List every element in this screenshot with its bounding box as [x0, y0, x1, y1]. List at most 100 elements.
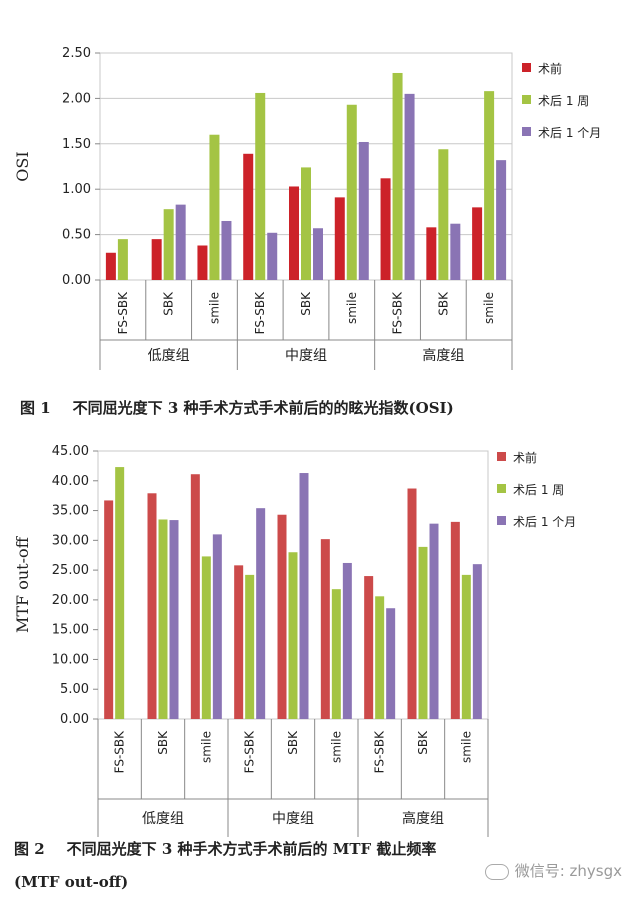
category-label: SBK: [286, 730, 300, 755]
bar: [320, 539, 330, 719]
bar: [288, 552, 298, 719]
y-axis-label: MTF out-off: [13, 535, 32, 633]
figure-2-caption-line2: (MTF out-off): [14, 873, 129, 891]
bar: [404, 93, 415, 280]
bar: [313, 228, 323, 280]
bar: [358, 141, 369, 280]
bar: [105, 252, 116, 280]
category-label: smile: [345, 292, 359, 324]
mtf-chart: 0.00 5.00 10.00 15.00 20.00 25.00 30.00 35.00 40…: [13, 444, 576, 837]
bar: [243, 153, 254, 280]
y-tick-label: 25.00: [52, 563, 89, 578]
bar: [169, 520, 179, 719]
y-tick-label: 0.00: [62, 273, 91, 288]
bar: [175, 204, 186, 280]
legend-swatch: [497, 516, 506, 525]
category-label: smile: [459, 731, 473, 763]
legend-swatch: [497, 452, 506, 461]
category-label: SBK: [416, 730, 430, 755]
y-tick-label: 35.00: [52, 504, 89, 519]
bar: [267, 232, 278, 280]
category-label: FS-SBK: [113, 730, 127, 773]
category-label: FS-SBK: [253, 291, 267, 334]
bar: [375, 596, 385, 719]
bar: [190, 474, 200, 719]
group-label: 高度组: [422, 347, 464, 364]
category-label: smile: [482, 292, 496, 324]
bar: [234, 565, 244, 719]
legend-label: 术后 1 周: [538, 94, 589, 108]
bar: [426, 227, 437, 280]
bar: [392, 72, 403, 280]
y-tick-label: 1.50: [62, 137, 91, 152]
bar: [407, 488, 417, 719]
bar: [163, 209, 174, 280]
bar: [201, 556, 211, 719]
legend-swatch: [522, 95, 531, 104]
bar: [245, 574, 255, 719]
watermark-text: 微信号: zhysgx: [514, 862, 622, 880]
bar: [117, 239, 128, 280]
bar: [496, 160, 507, 280]
group-label: 低度组: [148, 348, 190, 364]
bar: [450, 521, 460, 719]
wechat-icon: [484, 863, 509, 880]
category-label: FS-SBK: [243, 730, 257, 773]
bar: [450, 223, 461, 280]
category-label: FS-SBK: [373, 730, 387, 773]
bar: [104, 500, 114, 719]
category-label: SBK: [156, 730, 170, 755]
figure-2-number: 图 2: [14, 840, 45, 858]
bar: [429, 523, 439, 719]
y-tick-label: 30.00: [52, 533, 89, 548]
y-tick-label: 0.50: [62, 228, 91, 243]
bar: [255, 92, 266, 281]
bar: [461, 574, 471, 719]
group-label: 中度组: [272, 811, 314, 827]
y-axis-label: OSI: [13, 151, 32, 181]
legend-label: 术前: [538, 61, 562, 76]
legend-swatch: [522, 127, 531, 136]
category-label: SBK: [299, 291, 313, 316]
y-tick-label: 40.00: [52, 474, 89, 489]
y-tick-label: 5.00: [60, 682, 89, 697]
category-label: smile: [329, 731, 343, 763]
bar: [346, 104, 357, 280]
category-label: SBK: [436, 291, 450, 316]
bar: [438, 149, 449, 280]
figure-2-text: 不同屈光度下 3 种手术方式手术前后的 MTF 截止频率: [66, 840, 437, 858]
bar: [147, 493, 157, 719]
bar: [301, 167, 311, 280]
legend-swatch: [497, 484, 506, 493]
legend-swatch: [522, 63, 531, 72]
bar: [342, 562, 352, 719]
y-tick-label: 2.00: [62, 91, 91, 106]
legend-label: 术后 1 个月: [538, 126, 601, 140]
bar: [277, 514, 287, 719]
category-label: FS-SBK: [116, 291, 130, 334]
category-label: FS-SBK: [391, 291, 405, 334]
y-tick-label: 45.00: [52, 444, 89, 459]
y-tick-label: 10.00: [52, 652, 89, 667]
bar: [221, 220, 232, 280]
legend-label: 术后 1 个月: [513, 515, 576, 529]
group-label: 高度组: [402, 810, 444, 827]
bar: [418, 546, 428, 719]
y-tick-label: 15.00: [52, 623, 89, 638]
bar: [484, 91, 495, 280]
watermark: 微信号: zhysgx: [484, 860, 622, 881]
y-tick-label: 2.50: [62, 46, 91, 61]
legend-label: 术前: [513, 450, 537, 465]
category-label: smile: [199, 731, 213, 763]
bar: [212, 534, 222, 719]
figure-2-caption: 图 2 不同屈光度下 3 种手术方式手术前后的 MTF 截止频率: [14, 838, 436, 859]
bar: [197, 245, 208, 280]
category-label: smile: [207, 292, 221, 324]
bar: [472, 564, 482, 719]
figure-1-caption: 图 1 不同屈光度下 3 种手术方式手术前后的的眩光指数(OSI): [20, 397, 454, 418]
bar: [334, 197, 345, 280]
osi-chart: 0.00 0.50 1.00 1.50 2.00 2.50 OSI FS-SBK SBK smil…: [13, 46, 601, 370]
bar: [380, 178, 391, 280]
bar: [472, 207, 483, 280]
figure-1-number: 图 1: [20, 399, 51, 417]
